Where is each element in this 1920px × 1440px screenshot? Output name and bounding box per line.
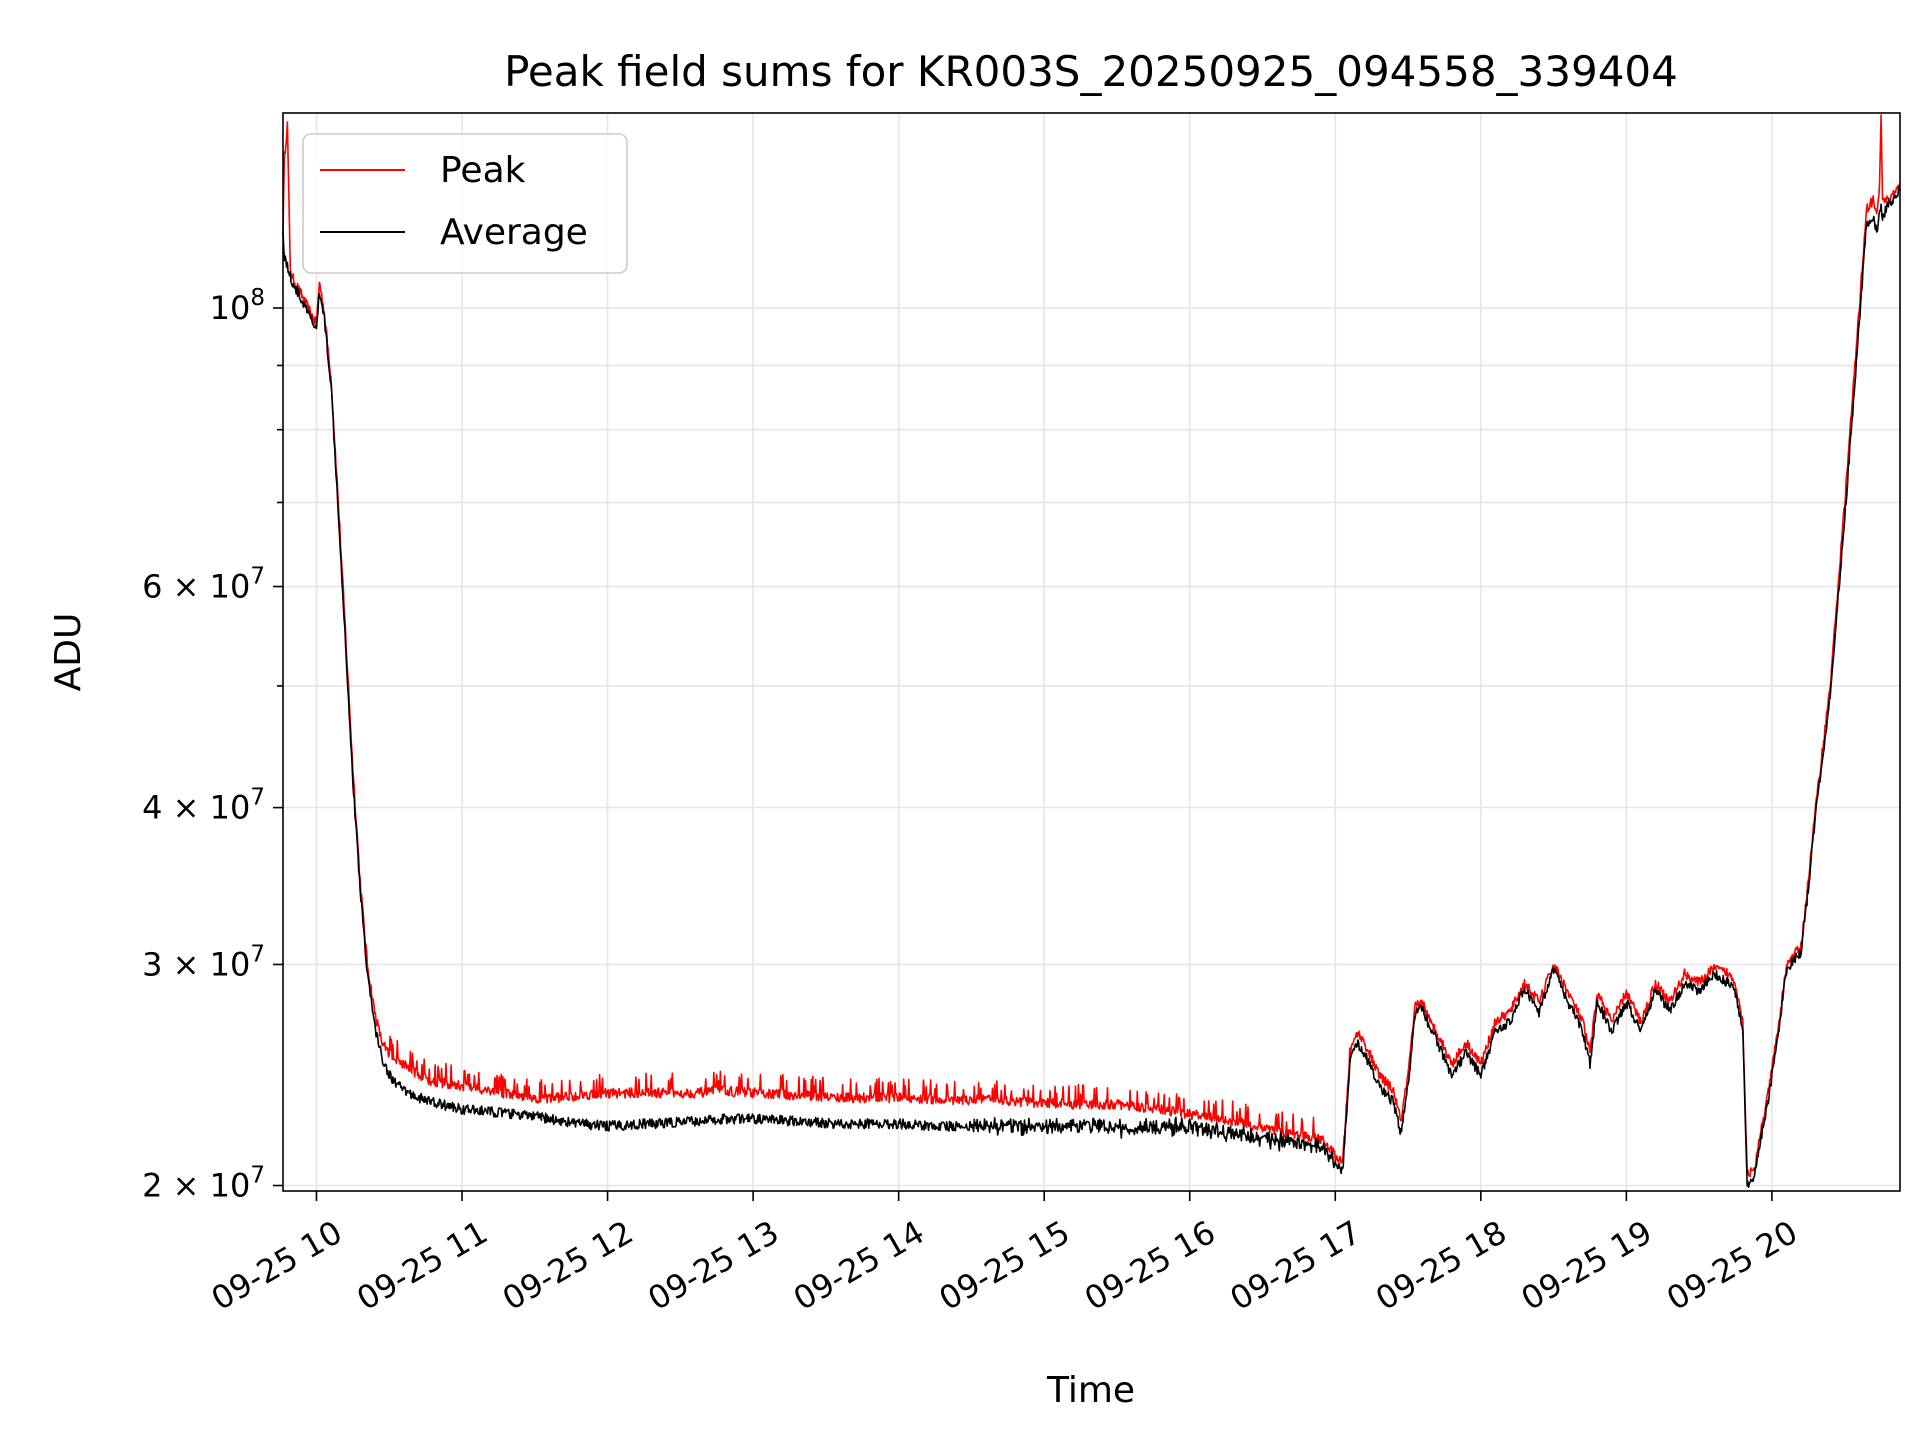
- x-axis-label: Time: [1046, 1370, 1135, 1411]
- y-tick-label: 4 × 107: [142, 785, 265, 827]
- grid-lines: [283, 113, 1900, 1191]
- x-tick-label: 09-25 13: [642, 1213, 786, 1318]
- x-tick-label: 09-25 17: [1224, 1213, 1368, 1318]
- x-tick-label: 09-25 12: [496, 1213, 640, 1318]
- x-axis-ticks: 09-25 10 09-25 11 09-25 12 09-25 13 09-25 14…: [205, 1191, 1804, 1318]
- x-tick-label: 09-25 19: [1515, 1213, 1659, 1318]
- x-tick-label: 09-25 15: [933, 1213, 1077, 1318]
- chart-title: Peak field sums for KR003S_20250925_0945…: [504, 47, 1678, 96]
- x-tick-label: 09-25 20: [1660, 1213, 1804, 1318]
- y-tick-label: 2 × 107: [142, 1163, 265, 1205]
- x-tick-label: 09-25 11: [350, 1213, 494, 1318]
- legend-label-peak: Peak: [440, 150, 526, 191]
- series-line-average: [282, 185, 1901, 1188]
- plot-area-frame: [282, 112, 1901, 1192]
- x-tick-label: 09-25 14: [787, 1213, 931, 1318]
- x-tick-label: 09-25 18: [1369, 1213, 1513, 1318]
- y-axis-ticks: 2 × 107 3 × 107 4 × 107 6 × 107 108: [142, 285, 283, 1205]
- x-tick-label: 09-25 10: [205, 1213, 349, 1318]
- series-layer: [282, 114, 1901, 1188]
- y-axis-label: ADU: [48, 613, 89, 692]
- y-tick-label: 6 × 107: [142, 564, 265, 606]
- legend: Peak Average: [302, 133, 628, 274]
- y-tick-label: 3 × 107: [142, 941, 265, 983]
- series-line-peak: [282, 114, 1901, 1178]
- x-tick-label: 09-25 16: [1078, 1213, 1222, 1318]
- legend-box: [302, 133, 628, 274]
- legend-label-average: Average: [440, 212, 588, 253]
- y-tick-label: 108: [210, 285, 265, 327]
